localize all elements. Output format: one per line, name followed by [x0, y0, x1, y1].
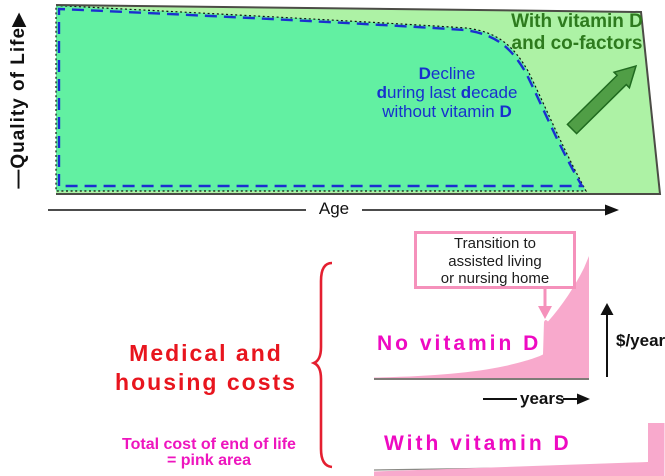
- up-arrow-icon: ▶: [8, 11, 29, 27]
- dollar-per-year-axis-label: $/year: [616, 331, 665, 350]
- costs-brace: [310, 261, 333, 469]
- transition-arrowhead-icon: [538, 306, 552, 319]
- age-axis-arrowhead-icon: [605, 204, 619, 216]
- chart-border: [55, 4, 662, 195]
- dollar-axis-arrowhead-icon: [600, 303, 614, 315]
- without-vitamin-region: [55, 4, 588, 192]
- with-vitamin-label: With vitamin D: [384, 432, 572, 455]
- quality-of-life-axis-label: —Quality of Life▶: [8, 11, 29, 189]
- total-cost-note: Total cost of end of life = pink area: [122, 436, 296, 469]
- no-vitamin-label: No vitamin D: [377, 332, 542, 355]
- decline-note: Decline during last decade without vitam…: [376, 64, 518, 121]
- with-vitamin-cost-area: [374, 423, 665, 476]
- improvement-arrow-icon: [566, 64, 638, 135]
- medical-housing-costs-label: Medical and housing costs: [115, 340, 297, 395]
- with-vitamin-note: With vitamin D and co-factors: [511, 11, 643, 54]
- age-axis-label: Age: [306, 199, 362, 219]
- blue-dashed-outline: [57, 7, 585, 188]
- axis-dash: —: [8, 168, 29, 189]
- no-vitamin-cost-area: [374, 256, 589, 378]
- years-axis-arrowhead-icon: [577, 393, 590, 405]
- years-axis-label: years: [520, 389, 565, 408]
- transition-callout-box: Transition to assisted living or nursing…: [414, 231, 576, 289]
